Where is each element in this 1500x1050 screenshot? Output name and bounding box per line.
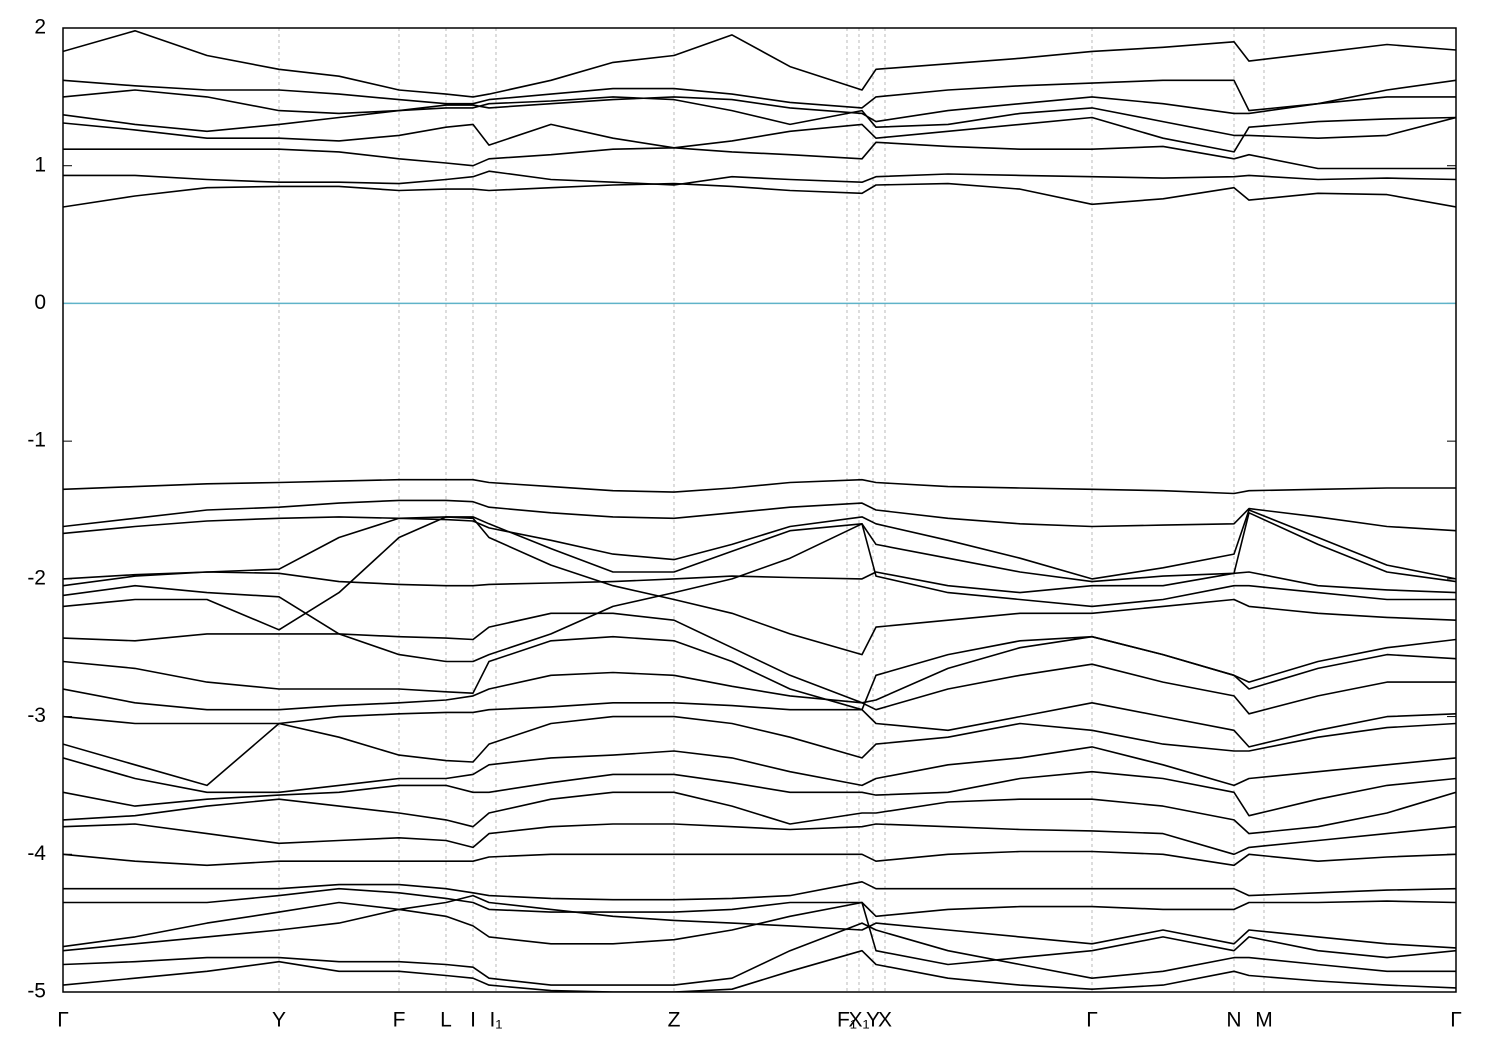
- band-line: [63, 30, 1456, 98]
- x-tick-label: Y: [272, 1009, 286, 1032]
- band-line: [63, 663, 1456, 715]
- band-line: [63, 511, 1456, 583]
- bands-layer: [63, 30, 1456, 992]
- y-tick-label: -1: [27, 429, 46, 452]
- x-tick-label: L: [440, 1009, 452, 1032]
- x-tick-label: Γ: [1086, 1009, 1098, 1032]
- y-tick-label: 2: [34, 16, 46, 39]
- band-line: [63, 922, 1456, 986]
- band-line: [63, 881, 1456, 901]
- x-tick-label: M: [1255, 1009, 1273, 1032]
- band-line: [63, 791, 1456, 835]
- band-line: [63, 182, 1456, 208]
- band-line: [63, 79, 1456, 112]
- band-line: [63, 170, 1456, 186]
- y-tick-label: 1: [34, 153, 46, 176]
- band-line: [63, 523, 1456, 663]
- x-tick-label: I₁: [490, 1009, 503, 1032]
- x-tick-label: F: [393, 1009, 406, 1032]
- band-line: [63, 715, 1456, 787]
- x-tick-label: Z: [668, 1009, 681, 1032]
- band-line: [63, 571, 1456, 594]
- band-line: [63, 89, 1456, 123]
- band-line: [63, 96, 1456, 139]
- band-line: [63, 116, 1456, 153]
- band-line: [63, 823, 1456, 856]
- band-line: [63, 850, 1456, 867]
- y-tick-label: -5: [27, 980, 46, 1003]
- band-line: [63, 141, 1456, 170]
- x-tick-label: I: [470, 1009, 476, 1032]
- y-tick-label: 0: [34, 291, 46, 314]
- band-line: [63, 770, 1456, 817]
- band-line: [63, 635, 1456, 711]
- x-tick-label: N: [1226, 1009, 1241, 1032]
- x-tick-label: Γ: [1450, 1009, 1462, 1032]
- y-tick-label: -3: [27, 704, 46, 727]
- band-line: [63, 702, 1456, 748]
- band-line: [63, 516, 1456, 656]
- x-tick-label: F₁: [837, 1009, 857, 1032]
- y-tick-label: -4: [27, 842, 46, 865]
- band-line: [63, 509, 1456, 580]
- y-tick-label: -2: [27, 566, 46, 589]
- band-line: [63, 499, 1456, 532]
- band-line: [63, 901, 1456, 966]
- band-line: [63, 746, 1456, 794]
- band-line: [63, 949, 1456, 992]
- band-line: [63, 887, 1456, 918]
- band-line: [63, 894, 1456, 949]
- band-line: [63, 478, 1456, 495]
- x-tick-label: X: [878, 1009, 892, 1032]
- x-tick-label: Γ: [57, 1009, 69, 1032]
- x-tick-label: Y: [866, 1009, 880, 1032]
- x-tick-label: X₁: [848, 1009, 869, 1032]
- plot-frame: [62, 27, 1457, 993]
